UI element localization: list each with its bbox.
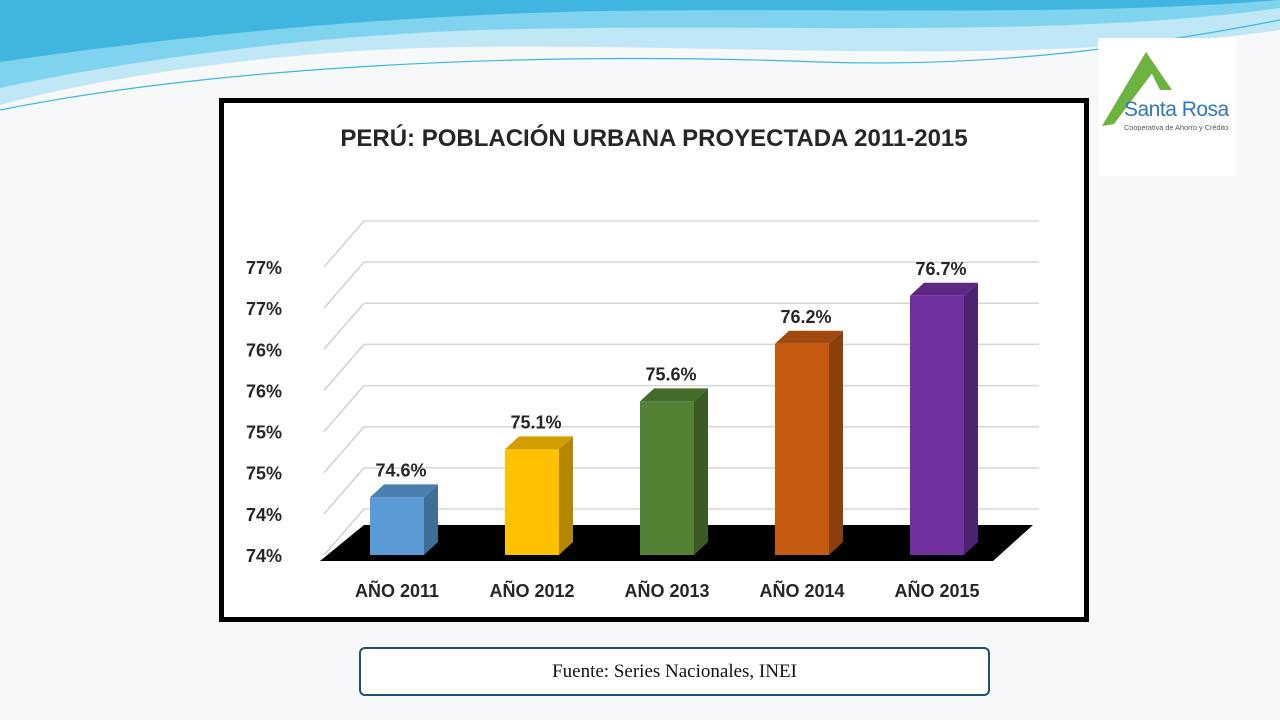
logo-subtitle: Cooperativa de Ahorro y Crédito — [1124, 123, 1229, 132]
y-tick-label: 75% — [246, 423, 282, 443]
bar — [370, 497, 424, 555]
bar-side — [424, 484, 438, 555]
bar-value-label: 76.2% — [780, 307, 831, 327]
bar-top — [640, 388, 708, 402]
bar-value-label: 74.6% — [375, 460, 426, 480]
source-box: Fuente: Series Nacionales, INEI — [359, 647, 990, 696]
gridline-connector — [323, 467, 365, 515]
bar — [775, 343, 829, 555]
y-tick-label: 77% — [246, 299, 282, 319]
y-tick-label: 74% — [246, 546, 282, 566]
y-tick-label: 76% — [246, 381, 282, 401]
gridline-connector — [323, 261, 365, 309]
bar — [910, 295, 964, 555]
logo-name: Santa Rosa — [1124, 98, 1229, 121]
gridline-connector — [323, 426, 365, 474]
y-tick-label: 76% — [246, 340, 282, 360]
bar-chart: 74% 74% 75% 75% 76% 76% 77% 77% 74.6% AÑO 2011 75.… — [246, 220, 1039, 601]
logo-mountain-right — [1146, 52, 1172, 90]
bar-value-label: 75.1% — [510, 412, 561, 432]
y-tick-label: 74% — [246, 505, 282, 525]
gridline-connector — [323, 508, 365, 556]
bar-side — [694, 388, 708, 555]
bar-top — [370, 484, 438, 498]
bar-value-label: 76.7% — [915, 259, 966, 279]
bar-side — [829, 330, 843, 555]
source-text: Fuente: Series Nacionales, INEI — [552, 660, 797, 682]
bar — [505, 449, 559, 555]
chart-frame: PERÚ: POBLACIÓN URBANA PROYECTADA 2011-2… — [219, 98, 1089, 622]
santa-rosa-logo: Santa Rosa Cooperativa de Ahorro y Crédi… — [1098, 38, 1236, 176]
gridline-connector — [323, 343, 365, 391]
bar-top — [505, 436, 573, 450]
bar-top — [910, 282, 978, 296]
logo-mountain-icon — [1102, 52, 1172, 126]
y-tick-label: 77% — [246, 258, 282, 278]
y-tick-label: 75% — [246, 464, 282, 484]
bar-value-label: 75.6% — [645, 364, 696, 384]
logo-mountain-left — [1102, 52, 1156, 126]
bar-top — [775, 330, 843, 344]
wave-front — [0, 0, 1280, 62]
x-tick-label: AÑO 2014 — [759, 580, 844, 601]
bar — [640, 401, 694, 555]
bar-side — [559, 436, 573, 555]
chart-title: PERÚ: POBLACIÓN URBANA PROYECTADA 2011-2… — [340, 125, 968, 152]
gridline-connector — [323, 385, 365, 433]
x-tick-label: AÑO 2015 — [894, 580, 979, 601]
x-tick-label: AÑO 2011 — [355, 580, 439, 601]
x-tick-label: AÑO 2013 — [624, 580, 709, 601]
gridline-connector — [323, 220, 365, 268]
bar-side — [964, 282, 978, 555]
gridline-connector — [323, 302, 365, 350]
x-tick-label: AÑO 2012 — [489, 580, 574, 601]
